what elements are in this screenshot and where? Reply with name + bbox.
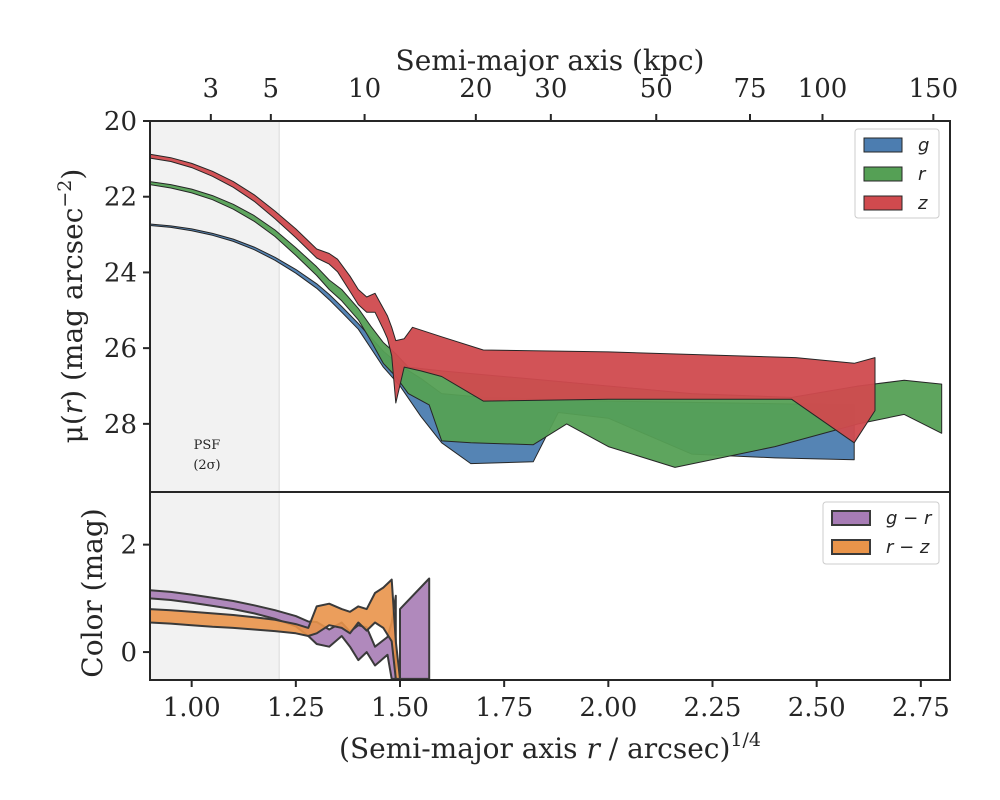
top-x-axis-title: Semi-major axis (kpc): [396, 44, 705, 77]
top-y-axis-title: μ(r) (mag arcsec−2): [54, 169, 89, 444]
legend-label-z: z: [917, 193, 928, 214]
top-x-ticks-kpc: 3 5 10 20 30 50 75 100 150: [203, 74, 959, 121]
top-y-title-post: ) (mag arcsec: [56, 208, 89, 401]
bottom-x-ticks: 1.00 1.25 1.50 1.75 2.00 2.25 2.50 2.75: [163, 680, 950, 723]
top-x-tick-label: 30: [534, 74, 567, 104]
top-y-title-pre: μ(: [56, 414, 89, 443]
bottom-panel-frame: [149, 491, 951, 681]
top-y-tick-label: 22: [104, 183, 137, 213]
bottom-x-tick-label: 2.75: [892, 693, 950, 723]
top-x-tick-label: 5: [263, 74, 280, 104]
bottom-x-tick-label: 2.50: [788, 693, 846, 723]
top-y-tick-label: 24: [104, 258, 137, 288]
legend-label-g-minus-r: g − r: [886, 508, 933, 529]
x-title-post: / arcsec): [600, 732, 731, 765]
x-title-var: r: [586, 732, 601, 765]
legend-swatch-z: [863, 195, 903, 211]
top-y-tick-label: 20: [104, 107, 137, 137]
psf-label-line2: (2σ): [193, 458, 220, 473]
bottom-y-tick-label: 2: [120, 531, 137, 561]
bottom-x-tick-label: 2.25: [684, 693, 742, 723]
top-y-ticks: 20 22 24 26 28: [104, 107, 150, 440]
bottom-y-ticks: 02: [120, 531, 150, 668]
bottom-y-tick-label: 0: [120, 638, 137, 668]
bottom-x-tick-label: 2.00: [579, 693, 637, 723]
top-x-tick-label: 150: [909, 74, 959, 104]
legend-swatch-r: [863, 166, 903, 182]
bottom-y-axis-title: Color (mag): [76, 508, 109, 677]
legend-label-r-minus-z: r − z: [886, 537, 930, 558]
top-x-tick-label: 50: [640, 74, 673, 104]
legend-swatch-g-minus-r: [831, 510, 871, 526]
x-title-sup: 1/4: [730, 729, 761, 751]
band-r-minus-z: [149, 578, 401, 680]
surface-brightness-series: [149, 153, 943, 468]
top-y-tick-label: 28: [104, 410, 137, 440]
top-y-title-var: r: [56, 399, 89, 414]
top-x-tick-label: 3: [203, 74, 220, 104]
bottom-x-tick-label: 1.50: [371, 693, 429, 723]
top-y-title-close: ): [56, 169, 89, 180]
legend-swatch-g: [863, 137, 903, 153]
top-x-tick-label: 20: [459, 74, 492, 104]
band-z: [149, 153, 876, 444]
top-y-title-sup: −2: [54, 180, 76, 208]
bottom-x-tick-label: 1.25: [267, 693, 325, 723]
top-y-tick-label: 26: [104, 334, 137, 364]
legend-label-r: r: [918, 164, 927, 185]
x-title-pre: (Semi-major axis: [339, 732, 586, 765]
legend-swatch-r-minus-z: [831, 539, 871, 555]
bottom-legend: g − r r − z: [822, 501, 940, 565]
bottom-x-tick-label: 1.75: [475, 693, 533, 723]
psf-label-line1: PSF: [194, 438, 221, 453]
psf-region-bottom: [150, 492, 280, 680]
bottom-x-tick-label: 1.00: [163, 693, 221, 723]
color-series: [149, 577, 431, 680]
bottom-x-axis-title: (Semi-major axis r / arcsec)1/4: [339, 729, 761, 765]
legend-label-g: g: [918, 135, 929, 156]
psf-region-top: [150, 121, 280, 492]
top-legend: g r z: [854, 128, 940, 219]
top-x-tick-label: 75: [733, 74, 766, 104]
top-x-tick-label: 100: [798, 74, 848, 104]
band-g-minus-r-outer: [399, 577, 431, 680]
top-x-tick-label: 10: [348, 74, 381, 104]
